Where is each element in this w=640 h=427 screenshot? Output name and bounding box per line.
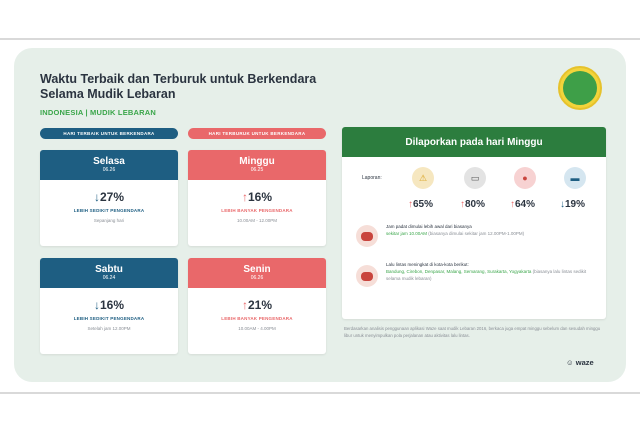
day-name: Senin (243, 264, 271, 275)
methodology-footnote: Berdasarkan analisis penggunaan aplikasi… (344, 326, 601, 338)
arrow-up-icon: ↑ (241, 190, 248, 204)
day-percent: 16% (247, 190, 273, 204)
reports-label: Laporan: (362, 175, 382, 181)
emblem-logo-icon (558, 66, 602, 110)
arrow-up-icon: ↑ (241, 298, 248, 312)
arrow-down-icon: ↓ (93, 298, 100, 312)
stat-warning: ↑65% (408, 199, 434, 210)
stat-car: ↑80% (460, 199, 486, 210)
day-note: Setelah jam 12.00PM (87, 326, 131, 331)
panel-title: Dilaporkan pada hari Minggu (342, 127, 606, 157)
worst-days-label: HARI TERBURUK UNTUK BERKENDARA (188, 128, 326, 139)
waze-logo: ☺ waze (566, 358, 594, 367)
arrow-down-icon: ↓ (93, 190, 100, 204)
day-note: 10.00AM - 4.00PM (238, 326, 276, 331)
day-percent: 27% (99, 190, 125, 204)
day-caption: LEBIH SEDIKIT PENGENDARA (73, 316, 145, 321)
arrow-down-icon: ↓ (560, 199, 565, 210)
waze-icon: ☺ (566, 358, 574, 367)
infographic-title: Waktu Terbaik dan Terburuk untuk Berkend… (40, 72, 317, 101)
day-date: 06.26 (102, 167, 116, 173)
infographic-subtitle: INDONESIA | MUDIK LEBARAN (40, 108, 156, 117)
day-note: Sepanjang hari (93, 218, 125, 223)
sunday-report-panel: Dilaporkan pada hari Minggu Laporan: ⚠ ▭… (342, 127, 606, 319)
best-days-label: HARI TERBAIK UNTUK BERKENDARA (40, 128, 178, 139)
day-date: 06.25 (250, 167, 264, 173)
stat-chat: ↓19% (560, 199, 586, 210)
day-date: 06.26 (250, 275, 264, 281)
arrow-up-icon: ↑ (460, 199, 465, 210)
police-icon: ● (514, 167, 536, 189)
day-caption: LEBIH SEDIKIT PENGENDARA (73, 208, 145, 213)
day-note: 10.00AM - 12.00PM (236, 218, 278, 223)
info-city-traffic: Lalu lintas meningkat di kota-kota berik… (386, 262, 587, 281)
traffic-jam-icon (356, 225, 378, 247)
day-card-sabtu: Sabtu 06.24 ↓16% LEBIH SEDIKIT PENGENDAR… (40, 258, 178, 354)
day-caption: LEBIH BANYAK PENGENDARA (221, 208, 293, 213)
day-name: Sabtu (95, 264, 123, 275)
warning-icon: ⚠ (412, 167, 434, 189)
arrow-up-icon: ↑ (408, 199, 413, 210)
day-name: Selasa (93, 156, 125, 167)
day-caption: LEBIH BANYAK PENGENDARA (221, 316, 293, 321)
day-date: 06.24 (102, 275, 116, 281)
infographic-card: Waktu Terbaik dan Terburuk untuk Berkend… (14, 48, 626, 382)
day-name: Minggu (239, 156, 275, 167)
bottom-divider (0, 392, 640, 394)
day-card-senin: Senin 06.26 ↑21% LEBIH BANYAK PENGENDARA… (188, 258, 326, 354)
arrow-up-icon: ↑ (510, 199, 515, 210)
day-percent: 21% (247, 298, 273, 312)
day-card-selasa: Selasa 06.26 ↓27% LEBIH SEDIKIT PENGENDA… (40, 150, 178, 246)
day-card-minggu: Minggu 06.25 ↑16% LEBIH BANYAK PENGENDAR… (188, 150, 326, 246)
info-peak-hours: Jam padat dimulai lebih awal dari biasan… (386, 224, 525, 236)
top-divider (0, 38, 640, 40)
stat-police: ↑64% (510, 199, 536, 210)
car-icon: ▭ (464, 167, 486, 189)
city-traffic-icon (356, 265, 378, 287)
day-percent: 16% (99, 298, 125, 312)
chat-icon: ▬ (564, 167, 586, 189)
